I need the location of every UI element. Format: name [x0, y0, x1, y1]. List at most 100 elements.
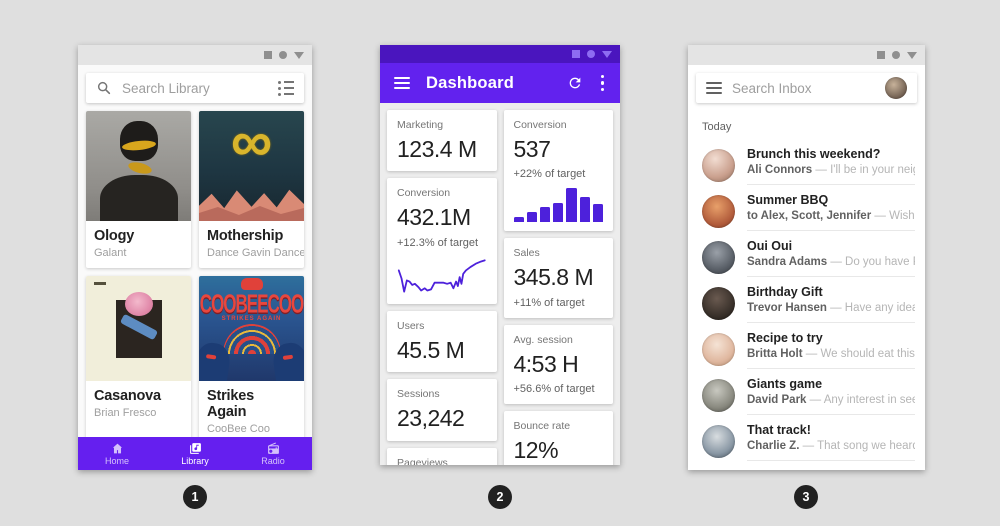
cover-title-text: COOBEECOO	[199, 290, 304, 319]
stat-value: 4:53 H	[513, 350, 579, 377]
album-art-strikes-again: COOBEECOO STRIKES AGAIN	[199, 276, 304, 381]
status-triangle-icon	[294, 51, 304, 59]
email-row[interactable]: Summer BBQ to Alex, Scott, Jennifer — Wi…	[688, 185, 925, 231]
sender-avatar	[702, 240, 735, 274]
album-title: Casanova	[94, 388, 161, 404]
library-search-bar[interactable]: Search Library	[86, 73, 304, 103]
email-row[interactable]: That track! Charlie Z. — That song we he…	[688, 415, 925, 461]
email-sender: Sandra Adams	[747, 256, 828, 268]
album-artist: Galant	[94, 247, 127, 259]
profile-avatar[interactable]	[885, 77, 907, 99]
sender-avatar	[702, 194, 735, 228]
stat-label: Marketing	[397, 119, 444, 131]
left-column: Marketing 123.4 M Conversion 432.1M +12.…	[387, 110, 497, 465]
status-square-icon	[264, 51, 272, 59]
dashboard-body: Marketing 123.4 M Conversion 432.1M +12.…	[380, 103, 620, 465]
email-sender: to Alex, Scott, Jennifer	[747, 210, 872, 222]
stat-card-avg-session[interactable]: Avg. session 4:53 H +56.6% of target	[503, 324, 613, 405]
stat-label: Conversion	[513, 119, 567, 131]
bottom-navigation: Home Library Radio	[78, 437, 312, 470]
email-subject: Giants game	[747, 377, 823, 391]
email-subject: Birthday Gift	[747, 285, 823, 299]
stat-card-conversion-line[interactable]: Conversion 432.1M +12.3% of target	[387, 178, 497, 304]
radio-icon	[267, 442, 279, 454]
email-subject: Brunch this weekend?	[747, 147, 881, 161]
page-title: Dashboard	[426, 73, 514, 92]
stat-card-pageviews[interactable]: Pageviews	[387, 447, 497, 465]
email-row[interactable]: Oui Oui Sandra Adams — Do you have Paris…	[688, 231, 925, 277]
email-subject: Recipe to try	[747, 331, 823, 345]
stat-card-users[interactable]: Users 45.5 M	[387, 310, 497, 373]
stat-value: 45.5 M	[397, 336, 465, 363]
album-art-casanova	[86, 276, 191, 381]
stat-label: Bounce rate	[513, 420, 571, 433]
stat-card-sessions[interactable]: Sessions 23,242	[387, 379, 497, 441]
stat-label: Sessions	[397, 388, 440, 401]
album-card-casanova[interactable]: Casanova Brian Fresco	[86, 276, 191, 444]
search-icon	[97, 81, 111, 95]
album-card-strikes-again[interactable]: COOBEECOO STRIKES AGAIN Strikes Again Co…	[199, 276, 304, 444]
music-library-icon	[189, 442, 201, 454]
email-snippet: — We should eat this: grated...	[805, 348, 915, 360]
stat-value: 123.4 M	[397, 136, 477, 162]
stat-label: Sales	[513, 247, 540, 260]
album-card-ology[interactable]: Ology Galant	[86, 111, 191, 268]
status-bar	[78, 45, 312, 65]
dashboard-app: Dashboard Marketing 123.4 M Conversion 4…	[380, 45, 620, 465]
email-snippet: — I'll be in your neighbor...	[815, 164, 915, 176]
email-row[interactable]: Birthday Gift Trevor Hansen — Have any i…	[688, 277, 925, 323]
search-placeholder: Search Inbox	[732, 80, 812, 96]
menu-icon[interactable]	[706, 82, 722, 94]
album-card-mothership[interactable]: ∞ Mothership Dance Gavin Dance	[199, 111, 304, 268]
home-icon	[112, 443, 122, 453]
nav-label: Home	[104, 455, 129, 466]
sender-avatar	[702, 332, 735, 366]
stat-value: 23,242	[397, 405, 465, 432]
cover-subtitle-text: STRIKES AGAIN	[221, 316, 282, 322]
nav-label: Radio	[261, 455, 285, 466]
list-view-icon[interactable]	[278, 80, 294, 96]
stat-delta: +22% of target	[513, 168, 586, 181]
status-bar	[380, 45, 620, 63]
email-row[interactable]: Giants game David Park — Any interest in…	[688, 369, 925, 415]
stat-value: 12%	[513, 437, 559, 464]
album-artist: CooBee Coo	[207, 423, 270, 435]
sender-avatar	[702, 148, 735, 182]
inbox-search-bar[interactable]: Search Inbox	[696, 73, 917, 103]
email-sender: Ali Connors	[747, 164, 813, 176]
nav-item-library[interactable]: Library	[156, 442, 234, 466]
status-triangle-icon	[602, 50, 612, 58]
stat-card-marketing[interactable]: Marketing 123.4 M	[387, 110, 497, 172]
nav-label: Library	[181, 455, 209, 466]
line-chart	[397, 257, 487, 295]
status-circle-icon	[587, 50, 595, 58]
nav-item-home[interactable]: Home	[78, 442, 156, 466]
nav-item-radio[interactable]: Radio	[234, 442, 312, 466]
figure-number-3: 3	[794, 485, 818, 509]
stat-label: Conversion	[397, 187, 451, 200]
status-bar	[688, 45, 925, 65]
album-title: Ology	[94, 228, 135, 244]
album-art-ology	[86, 111, 191, 221]
refresh-icon[interactable]	[567, 75, 583, 91]
email-sender: Trevor Hansen	[747, 302, 827, 314]
overflow-menu-icon[interactable]	[599, 74, 607, 92]
stat-label: Avg. session	[513, 333, 573, 346]
email-sender: Charlie Z.	[747, 440, 800, 452]
stat-value: 345.8 M	[513, 264, 594, 291]
status-triangle-icon	[907, 51, 917, 59]
stat-card-conversion-bar[interactable]: Conversion 537 +22% of target	[503, 110, 613, 232]
status-circle-icon	[279, 51, 287, 59]
email-subject: That track!	[747, 423, 811, 437]
right-column: Conversion 537 +22% of target Sales 345.…	[503, 110, 613, 465]
stat-delta: +12.3% of target	[397, 236, 479, 249]
inbox-app: Search Inbox Today Brunch this weekend? …	[688, 45, 925, 470]
stat-card-sales[interactable]: Sales 345.8 M +11% of target	[503, 238, 613, 318]
email-snippet: — Do you have Paris reco....	[830, 256, 915, 268]
email-row[interactable]: Brunch this weekend? Ali Connors — I'll …	[688, 139, 925, 185]
search-placeholder: Search Library	[122, 80, 210, 96]
status-square-icon	[572, 50, 580, 58]
menu-icon[interactable]	[394, 77, 410, 89]
email-row[interactable]: Recipe to try Britta Holt — We should ea…	[688, 323, 925, 369]
stat-card-bounce-rate[interactable]: Bounce rate 12% Mobile traffic only	[503, 411, 613, 465]
